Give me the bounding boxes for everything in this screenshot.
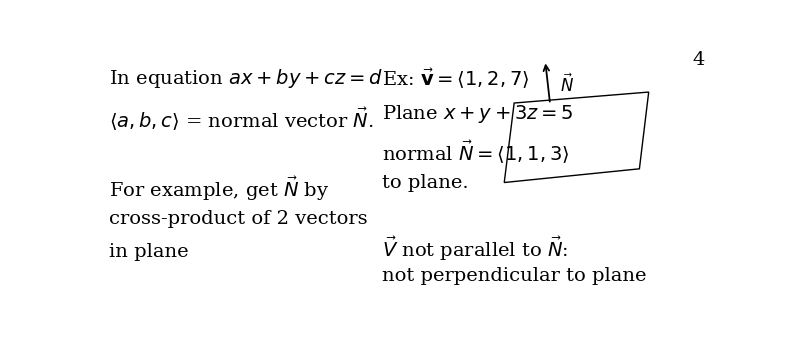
Text: cross-product of 2 vectors: cross-product of 2 vectors [110,210,368,228]
Text: not perpendicular to plane: not perpendicular to plane [382,267,646,286]
Text: to plane.: to plane. [382,174,469,192]
Text: in plane: in plane [110,243,189,261]
Text: 4: 4 [692,51,705,69]
Text: $\vec{V}$ not parallel to $\vec{N}$:: $\vec{V}$ not parallel to $\vec{N}$: [382,235,568,263]
Text: For example, get $\vec{N}$ by: For example, get $\vec{N}$ by [110,174,330,203]
Text: In equation $ax + by + cz = d$: In equation $ax + by + cz = d$ [110,67,383,90]
Text: $\vec{N}$: $\vec{N}$ [560,74,574,96]
Text: Ex: $\vec{\mathbf{v}} = \langle 1,2,7\rangle$: Ex: $\vec{\mathbf{v}} = \langle 1,2,7\ra… [382,67,530,91]
Text: $\langle a,b,c\rangle$ = normal vector $\vec{N}$.: $\langle a,b,c\rangle$ = normal vector $… [110,106,374,133]
Text: normal $\vec{N} = \langle 1,1,3\rangle$: normal $\vec{N} = \langle 1,1,3\rangle$ [382,139,570,166]
Text: Plane $x + y + 3z = 5$: Plane $x + y + 3z = 5$ [382,103,574,125]
